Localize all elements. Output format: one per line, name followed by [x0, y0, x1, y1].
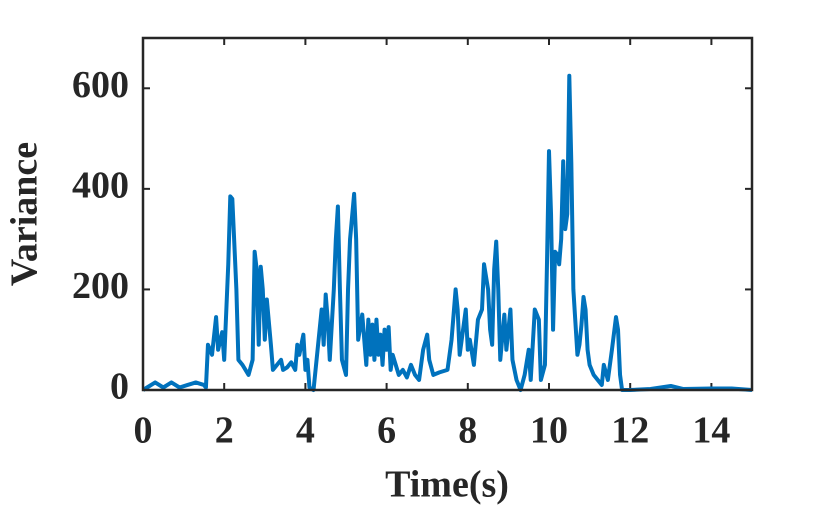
x-tick-label: 4 — [296, 410, 315, 452]
y-tick-label: 200 — [72, 265, 129, 307]
x-tick-label: 12 — [611, 410, 649, 452]
plot-frame — [141, 36, 754, 392]
y-tick-label: 0 — [110, 366, 129, 408]
y-tick-label: 400 — [72, 165, 129, 207]
data-line — [141, 73, 753, 392]
y-axis-label: Variance — [4, 142, 46, 286]
x-axis-label: Time(s) — [385, 464, 509, 506]
x-tick-label: 2 — [215, 410, 234, 452]
x-tick-label: 10 — [530, 410, 568, 452]
x-tick-label: 8 — [458, 410, 477, 452]
x-tick-label: 6 — [377, 410, 396, 452]
y-tick-label: 600 — [72, 64, 129, 106]
x-tick-label: 14 — [692, 410, 730, 452]
x-tick-label: 0 — [134, 410, 153, 452]
